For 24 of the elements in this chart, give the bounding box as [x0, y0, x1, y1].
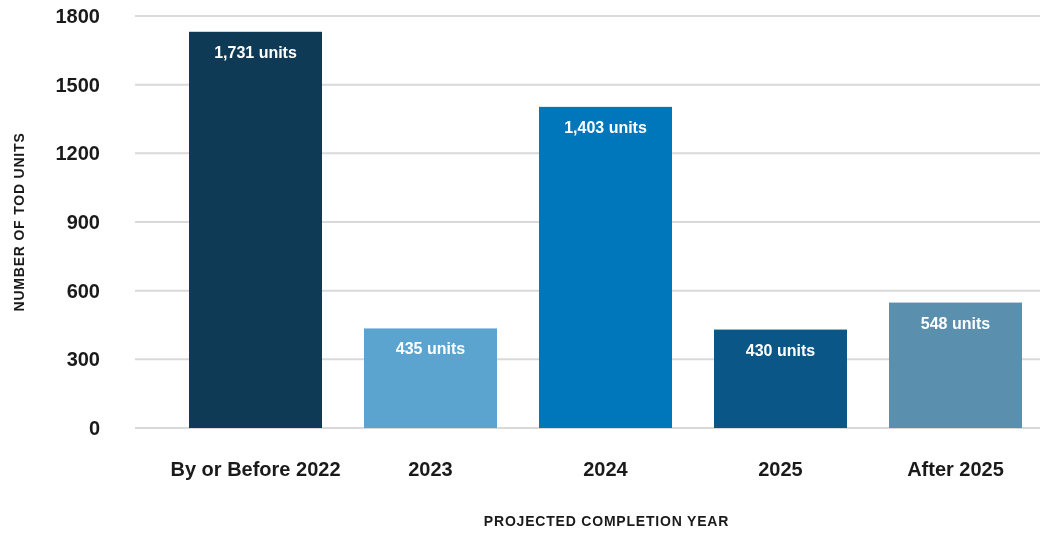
x-tick-label: 2023 — [408, 458, 453, 480]
bar — [364, 328, 497, 428]
x-tick-label: After 2025 — [907, 458, 1004, 480]
y-tick-label: 0 — [88, 417, 100, 439]
y-tick-label: 600 — [66, 279, 100, 302]
bar — [714, 329, 847, 428]
y-tick-label: 1200 — [55, 142, 100, 165]
y-axis-title: NUMBER OF TOD UNITS — [11, 132, 27, 312]
bar — [539, 106, 672, 428]
x-axis-title: PROJECTED COMPLETION YEAR — [483, 513, 730, 529]
data-label: 1,403 units — [564, 118, 647, 136]
data-label: 1,731 units — [214, 43, 297, 61]
data-label: 435 units — [395, 340, 466, 358]
y-tick-label: 300 — [66, 348, 100, 371]
data-label: 430 units — [745, 341, 816, 359]
y-tick-label: 900 — [66, 211, 100, 233]
bar — [889, 302, 1022, 428]
y-tick-label: 1800 — [55, 5, 100, 27]
x-tick-label: 2024 — [583, 458, 629, 480]
x-tick-label: By or Before 2022 — [170, 458, 341, 480]
data-label: 548 units — [920, 314, 991, 332]
y-tick-label: 1500 — [55, 73, 100, 96]
bar — [189, 31, 322, 428]
x-tick-label: 2025 — [758, 458, 803, 480]
